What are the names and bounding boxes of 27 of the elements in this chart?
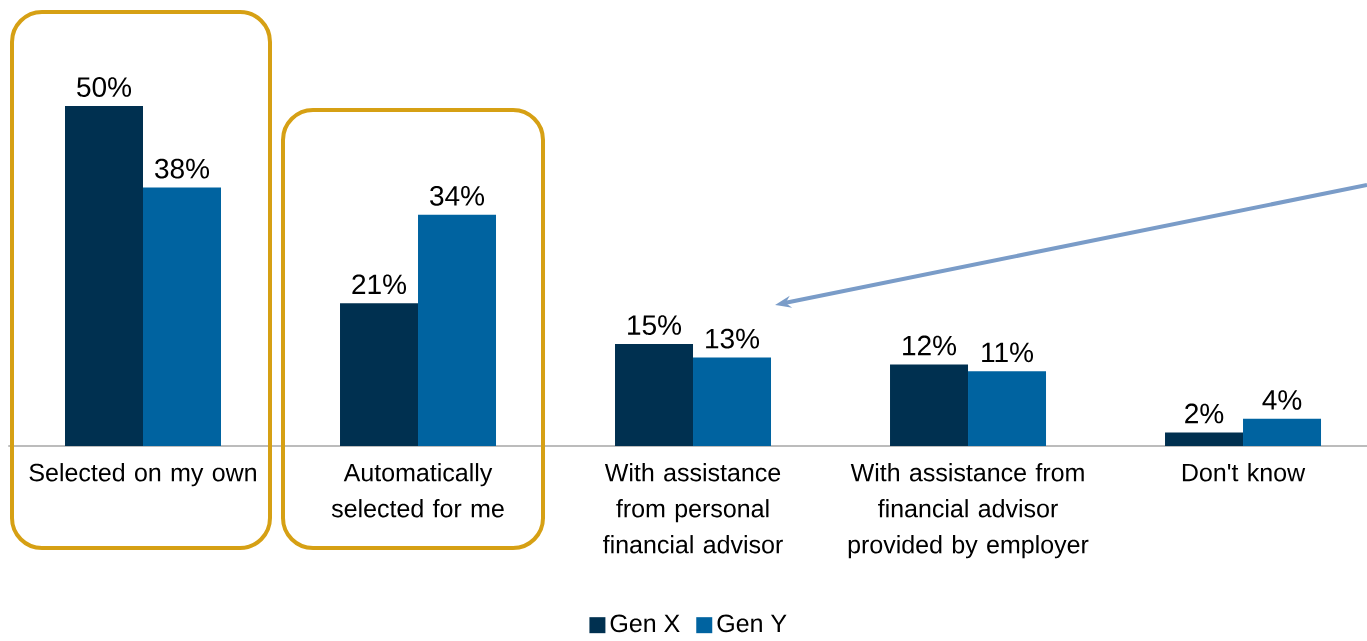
data-label: 50%	[77, 77, 132, 97]
data-label: 21%	[352, 274, 407, 295]
bar	[340, 303, 419, 446]
x-tick-label: Selected on my own	[29, 463, 256, 487]
data-label: 38%	[155, 158, 210, 179]
data-label: 12%	[903, 335, 957, 356]
data-label: 2%	[1185, 403, 1224, 424]
data-label: 4%	[1262, 390, 1302, 410]
bar	[615, 344, 694, 446]
data-label: 34%	[430, 185, 485, 206]
x-tick-label: With assistance from financial advisor provided by employer	[848, 463, 1089, 559]
bar	[65, 105, 143, 446]
x-tick-label: With assistance from personal financial advisor	[603, 463, 783, 554]
data-label: 11%	[982, 342, 1033, 363]
bar	[968, 371, 1047, 446]
data-label: 13%	[706, 328, 760, 349]
legend-label: Gen Y	[717, 614, 787, 633]
bar	[418, 214, 497, 446]
bar	[1165, 432, 1244, 446]
bar	[890, 364, 969, 446]
data-label: 15%	[628, 315, 682, 335]
legend-label: Gen X	[610, 614, 680, 633]
bar	[1243, 418, 1322, 446]
x-tick-label: Automatically selected for me	[331, 463, 504, 518]
bar	[693, 357, 772, 446]
x-tick-label: Don't know	[1182, 463, 1306, 482]
bar	[143, 187, 221, 446]
